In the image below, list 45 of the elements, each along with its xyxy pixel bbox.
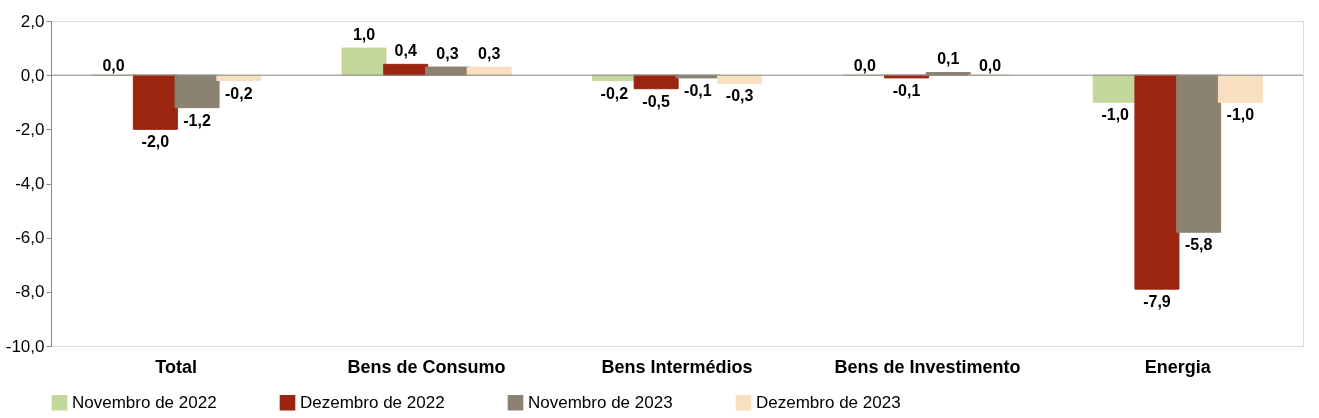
data-label: 0,3 [436, 45, 459, 63]
data-label: -0,3 [725, 87, 754, 105]
data-label: -1,0 [1101, 106, 1130, 124]
x-tick-label: Bens de Investimento [834, 356, 1021, 377]
data-label: -7,9 [1143, 293, 1171, 311]
data-label: -0,5 [642, 92, 671, 110]
data-label: 0,1 [937, 50, 960, 68]
data-label: 0,3 [478, 45, 501, 63]
data-label: 0,4 [394, 42, 417, 60]
y-tick-label: 2,0 [20, 11, 45, 31]
bar [341, 47, 387, 76]
data-label: -0,1 [892, 81, 921, 99]
y-tick-label: -8,0 [15, 282, 45, 302]
data-label: -1,2 [183, 111, 211, 129]
data-label: -1,0 [1226, 106, 1255, 124]
y-tick-label: -2,0 [15, 119, 45, 139]
x-tick-label: Total [155, 356, 198, 377]
x-tick-label: Bens Intermédios [601, 356, 753, 377]
data-label: -5,8 [1184, 236, 1213, 254]
bar [1134, 74, 1180, 290]
y-tick-label: -6,0 [15, 228, 45, 248]
data-label: 0,0 [102, 57, 125, 75]
bar [633, 74, 679, 90]
bar [1176, 74, 1222, 233]
y-tick-label: -4,0 [15, 174, 45, 193]
bar [424, 66, 470, 76]
data-label: 0,0 [978, 57, 1002, 75]
bar [466, 66, 512, 76]
legend-label: Dezembro de 2022 [300, 392, 445, 412]
data-label: -0,2 [600, 84, 629, 102]
data-label: -0,1 [684, 81, 712, 99]
bar [1217, 74, 1263, 103]
y-tick-label: 0,0 [20, 65, 45, 85]
y-tick-label: -10,0 [5, 336, 45, 356]
x-tick-label: Bens de Consumo [347, 356, 506, 377]
data-label: -2,0 [141, 133, 170, 151]
data-label: -0,2 [225, 84, 253, 102]
data-label: 0,0 [853, 57, 877, 75]
bar [132, 74, 178, 130]
data-label: 1,0 [352, 26, 376, 44]
legend-label: Novembro de 2022 [72, 392, 217, 412]
bar [174, 74, 220, 109]
legend-label: Dezembro de 2023 [756, 392, 901, 412]
legend-label: Novembro de 2023 [528, 392, 673, 412]
x-tick-label: Energia [1144, 356, 1212, 377]
